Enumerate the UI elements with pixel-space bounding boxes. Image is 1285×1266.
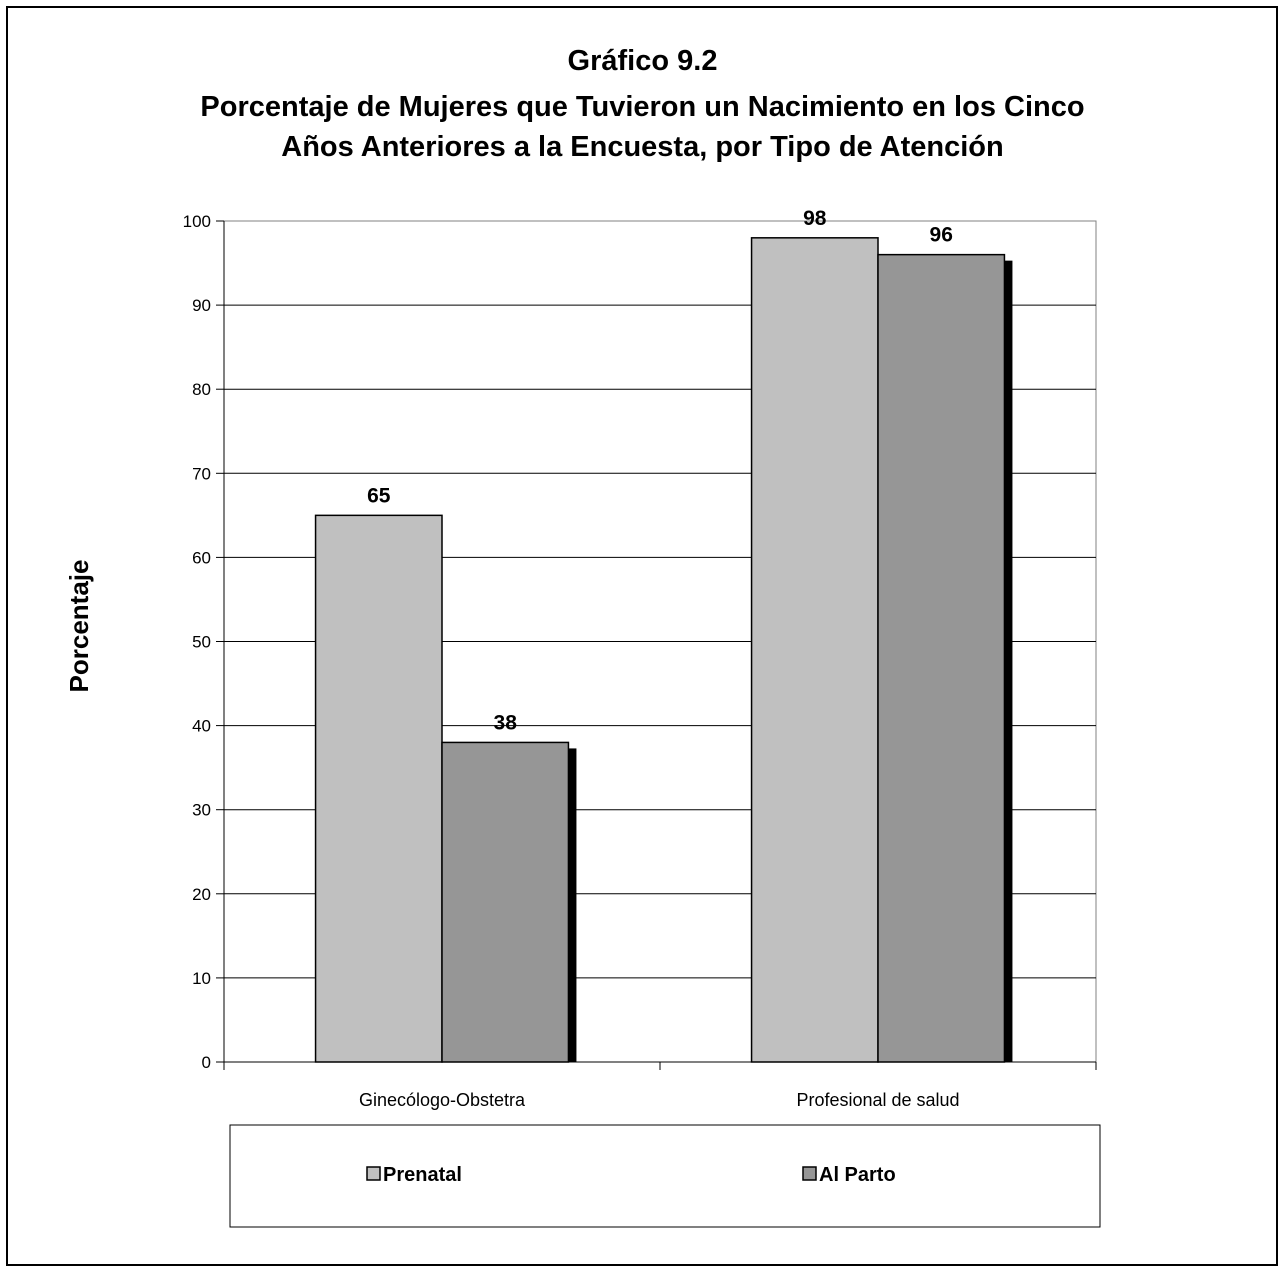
legend-box [229,1124,1101,1228]
data-label: 98 [803,207,827,230]
data-label: 65 [367,484,391,507]
legend-label: Prenatal [383,1164,462,1186]
legend-swatch [366,1166,381,1181]
axes [216,220,1097,1070]
y-tick-label: 10 [192,969,211,988]
legend-swatch [802,1166,817,1181]
y-tick-label: 70 [192,464,211,483]
bars [314,237,1013,1063]
legend: Prenatal Al Parto [229,1124,1101,1228]
y-tick-label: 30 [192,801,211,820]
chart-subtitle-line-1: Porcentaje de Mujeres que Tuvieron un Na… [200,91,1085,123]
y-tick-label: 100 [183,212,211,231]
data-label: 96 [930,224,953,247]
x-tick-label: Profesional de salud [796,1090,959,1110]
y-tick-label: 0 [202,1053,211,1072]
y-tick-label: 60 [192,548,211,567]
y-axis-label: Porcentaje [64,560,94,693]
labels: 0 10 20 30 40 50 60 70 80 90 100 Ginecólogo-Obstetr… [183,207,960,1110]
y-tick-label: 80 [192,380,211,399]
bar-shadow [1004,260,1013,1062]
chart-title: Gráfico 9.2 [567,45,718,77]
y-tick-label: 50 [192,633,211,652]
y-tick-label: 20 [192,885,211,904]
x-tick-label: Ginecólogo-Obstetra [359,1090,526,1110]
bar [441,741,570,1063]
bar [750,237,879,1063]
bar-shadow [568,748,577,1062]
chart-subtitle-line-2: Años Anteriores a la Encuesta, por Tipo … [281,131,1004,163]
y-tick-label: 90 [192,296,211,315]
data-label: 38 [494,711,518,734]
legend-label: Al Parto [819,1164,896,1186]
chart-frame [6,6,1278,1266]
bar [877,253,1006,1063]
y-tick-label: 40 [192,717,211,736]
bar [314,514,443,1063]
